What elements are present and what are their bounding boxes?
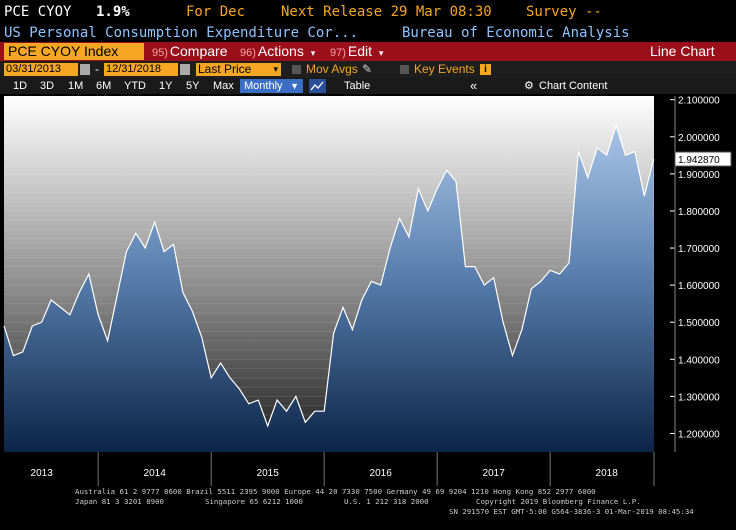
range-1m[interactable]: 1M — [68, 80, 84, 92]
footer: Australia 61 2 9777 8600 Brazil 5511 239… — [0, 486, 736, 530]
security-header: PCE CYOY 1.9% For Dec Next Release 29 Ma… — [0, 0, 736, 24]
y-tick-label: 1.200000 — [678, 429, 720, 440]
chart-content-button[interactable]: Chart Content — [539, 80, 608, 92]
range-1y[interactable]: 1Y — [159, 80, 173, 92]
y-tick-label: 2.000000 — [678, 133, 720, 144]
y-tick-label: 1.500000 — [678, 318, 720, 329]
x-tick-label: 2013 — [31, 468, 54, 479]
last-value-box — [674, 151, 732, 167]
compare-button[interactable]: 95) Compare — [152, 43, 228, 59]
y-tick-label: 1.300000 — [678, 392, 720, 403]
security-input[interactable]: PCE CYOY Index — [4, 43, 144, 60]
line-chart-icon[interactable] — [309, 79, 326, 93]
last-value-label: 1.942870 — [678, 155, 720, 166]
range-bar: 1D 3D 1M 6M YTD 1Y 5Y Max Monthly ▼ Tabl… — [0, 78, 736, 94]
y-tick-label: 1.800000 — [678, 207, 720, 218]
chevron-down-icon: ▾ — [273, 64, 278, 74]
footer-copyright: Copyright 2019 Bloomberg Finance L.P. — [476, 497, 641, 506]
chevron-down-icon: ▾ — [378, 48, 384, 58]
footer-session-info: SN 291570 EST GMT-5:00 G564-3836-3 01-Ma… — [449, 507, 694, 516]
survey-label: Survey -- — [526, 4, 602, 20]
description-bar: US Personal Consumption Expenditure Cor.… — [0, 24, 736, 42]
price-chart[interactable]: 2.100000 2.000000 1.900000 1.800000 1.700000… — [0, 94, 736, 486]
footer-singapore: Singapore 65 6212 1000 — [205, 497, 303, 506]
range-5y[interactable]: 5Y — [186, 80, 200, 92]
security-description: US Personal Consumption Expenditure Cor.… — [4, 25, 359, 41]
info-icon[interactable]: i — [480, 64, 491, 75]
footer-us: U.S. 1 212 318 2000 — [344, 497, 429, 506]
x-tick-label: 2017 — [483, 468, 506, 479]
date-controls: 03/31/2013 - 12/31/2018 Last Price ▾ Mov… — [0, 61, 736, 78]
collapse-icon[interactable]: « — [470, 78, 478, 93]
date-separator: - — [95, 62, 99, 76]
key-events-checkbox[interactable] — [400, 65, 409, 74]
chevron-down-icon: ▼ — [290, 81, 299, 91]
calendar-icon[interactable] — [80, 64, 90, 75]
y-tick-label: 1.900000 — [678, 170, 720, 181]
chart-type-label[interactable]: Line Chart — [650, 43, 715, 59]
calendar-icon[interactable] — [180, 64, 190, 75]
actions-menu-button[interactable]: 96) Actions ▾ — [240, 43, 316, 59]
source-label: Bureau of Economic Analysis — [402, 25, 630, 41]
y-tick-label: 1.400000 — [678, 355, 720, 366]
range-max[interactable]: Max — [213, 80, 234, 92]
x-tick-label: 2014 — [144, 468, 167, 479]
y-tick-label: 1.600000 — [678, 281, 720, 292]
series-area — [4, 125, 654, 452]
x-tick-label: 2018 — [596, 468, 619, 479]
edit-menu-button[interactable]: 97) Edit ▾ — [330, 43, 384, 59]
mov-avgs-label: Mov Avgs — [306, 62, 358, 76]
x-axis-band — [4, 452, 654, 486]
chart-area: 2.100000 2.000000 1.900000 1.800000 1.700000… — [0, 94, 736, 530]
x-tick-label: 2016 — [370, 468, 393, 479]
current-value: 1.9% — [96, 4, 130, 20]
series-line — [3, 123, 655, 428]
next-release-label: Next Release 29 Mar 08:30 — [281, 4, 492, 20]
range-3d[interactable]: 3D — [40, 80, 55, 92]
table-button[interactable]: Table — [344, 80, 371, 92]
mov-avgs-checkbox[interactable] — [292, 65, 301, 74]
ticker-label: PCE CYOY — [4, 4, 72, 20]
pencil-icon[interactable]: ✎ — [362, 62, 373, 76]
footer-phone-line-1: Australia 61 2 9777 8600 Brazil 5511 239… — [75, 487, 596, 496]
chevron-down-icon: ▾ — [310, 48, 316, 58]
y-tick-label: 2.100000 — [678, 96, 720, 107]
range-6m[interactable]: 6M — [96, 80, 112, 92]
range-1d[interactable]: 1D — [13, 80, 28, 92]
end-date-input[interactable]: 12/31/2018 — [104, 63, 178, 76]
chart-toolbar: PCE CYOY Index 95) Compare 96) Actions ▾ 9… — [0, 42, 736, 61]
key-events-label: Key Events — [414, 62, 475, 76]
y-tick-label: 1.700000 — [678, 244, 720, 255]
frequency-select[interactable]: Monthly ▼ — [240, 79, 303, 93]
x-tick-label: 2015 — [257, 468, 280, 479]
field-select[interactable]: Last Price ▾ — [196, 63, 281, 76]
start-date-input[interactable]: 03/31/2013 — [4, 63, 78, 76]
range-ytd[interactable]: YTD — [124, 80, 146, 92]
period-label: For Dec — [186, 4, 246, 20]
gear-icon[interactable]: ⚙ — [524, 80, 534, 92]
footer-japan: Japan 81 3 3201 8900 — [75, 497, 164, 506]
